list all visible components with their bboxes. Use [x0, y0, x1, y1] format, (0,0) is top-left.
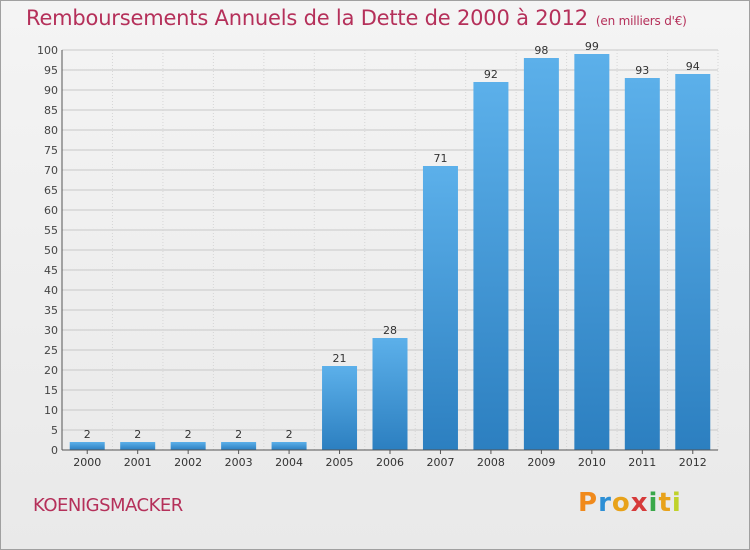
bar-2004 — [271, 442, 307, 450]
x-tick-label-2009: 2009 — [527, 456, 555, 469]
x-tick-label-2003: 2003 — [225, 456, 253, 469]
x-tick-label-2002: 2002 — [174, 456, 202, 469]
y-tick-label: 95 — [44, 64, 58, 77]
data-label-2012: 94 — [686, 60, 700, 73]
logo-letter: x — [630, 488, 649, 518]
bar-2000 — [69, 442, 105, 450]
data-label-2009: 98 — [534, 44, 548, 57]
data-label-2002: 2 — [185, 428, 192, 441]
x-tick-label-2008: 2008 — [477, 456, 505, 469]
y-tick-label: 35 — [44, 304, 58, 317]
logo-letter: r — [598, 488, 612, 518]
data-label-2011: 93 — [635, 64, 649, 77]
y-tick-label: 30 — [44, 324, 58, 337]
y-tick-label: 60 — [44, 204, 58, 217]
logo-letter: i — [671, 488, 682, 518]
y-tick-label: 20 — [44, 364, 58, 377]
y-tick-label: 100 — [37, 44, 58, 57]
y-tick-label: 25 — [44, 344, 58, 357]
bar-2008 — [473, 82, 509, 450]
proxiti-logo: Proxiti — [578, 488, 682, 518]
bar-2002 — [170, 442, 206, 450]
x-tick-label-2010: 2010 — [578, 456, 606, 469]
bars: 2 2 2 2 2 21 28 71 92 98 99 93 94 — [69, 40, 711, 450]
y-tick-label: 70 — [44, 164, 58, 177]
y-tick-label: 15 — [44, 384, 58, 397]
data-label-2005: 21 — [333, 352, 347, 365]
bar-2006 — [372, 338, 408, 450]
x-tick-label-2005: 2005 — [326, 456, 354, 469]
y-tick-label: 45 — [44, 264, 58, 277]
y-tick-label: 5 — [51, 424, 58, 437]
y-tick-label: 10 — [44, 404, 58, 417]
x-tick-label-2011: 2011 — [628, 456, 656, 469]
y-tick-label: 80 — [44, 124, 58, 137]
y-tick-label: 90 — [44, 84, 58, 97]
y-tick-label: 40 — [44, 284, 58, 297]
logo-letter: o — [611, 488, 631, 518]
logo-letter: P — [578, 488, 599, 518]
bar-2007 — [422, 166, 458, 450]
logo-letter: i — [648, 488, 659, 518]
bar-2011 — [624, 78, 660, 450]
logo-letter: t — [658, 488, 672, 518]
data-label-2010: 99 — [585, 40, 599, 53]
y-tick-label: 75 — [44, 144, 58, 157]
data-label-2001: 2 — [134, 428, 141, 441]
bar-2005 — [322, 366, 358, 450]
data-label-2006: 28 — [383, 324, 397, 337]
data-label-2004: 2 — [286, 428, 293, 441]
x-tick-label-2007: 2007 — [426, 456, 454, 469]
bar-2012 — [675, 74, 711, 450]
x-tick-label-2004: 2004 — [275, 456, 303, 469]
chart-subtitle: (en milliers d'€) — [595, 14, 687, 28]
title-text: Remboursements Annuels de la Dette de 20… — [26, 6, 588, 30]
x-tick-label-2012: 2012 — [679, 456, 707, 469]
x-tick-label-2000: 2000 — [73, 456, 101, 469]
commune-name: KOENIGSMACKER — [33, 495, 183, 516]
bar-2010 — [574, 54, 610, 450]
data-label-2008: 92 — [484, 68, 498, 81]
data-label-2000: 2 — [84, 428, 91, 441]
y-tick-label: 65 — [44, 184, 58, 197]
x-tick-label-2006: 2006 — [376, 456, 404, 469]
y-tick-label: 85 — [44, 104, 58, 117]
y-tick-label: 50 — [44, 244, 58, 257]
bar-2003 — [221, 442, 257, 450]
data-label-2007: 71 — [433, 152, 447, 165]
axes: 0 5 10 15 20 25 30 35 40 45 50 55 60 65 70 75 80 85 90 95 10… — [37, 44, 718, 469]
data-label-2003: 2 — [235, 428, 242, 441]
y-tick-label: 55 — [44, 224, 58, 237]
y-tick-label: 0 — [51, 444, 58, 457]
x-tick-label-2001: 2001 — [124, 456, 152, 469]
chart-title: Remboursements Annuels de la Dette de 20… — [26, 6, 687, 30]
bar-2001 — [120, 442, 156, 450]
bar-2009 — [523, 58, 559, 450]
